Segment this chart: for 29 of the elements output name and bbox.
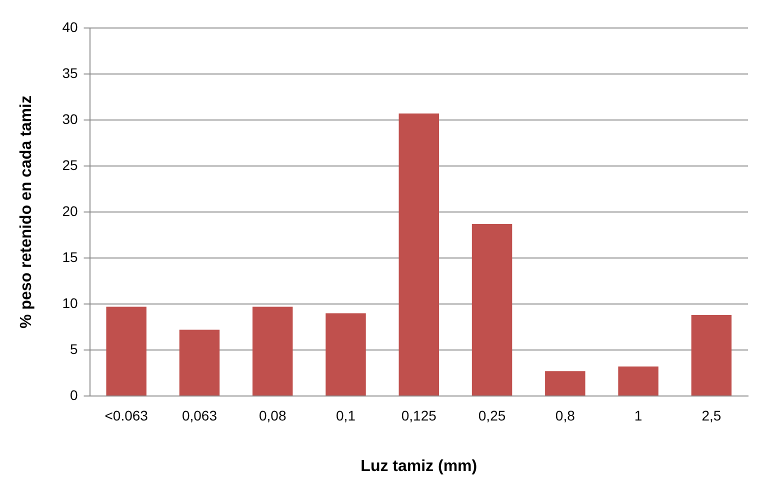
x-tick-label: <0.063 [104, 407, 148, 424]
bar [618, 366, 658, 396]
y-axis-title: % peso retenido en cada tamiz [18, 96, 36, 328]
x-tick-label: 0,25 [478, 407, 506, 424]
bar [179, 330, 220, 396]
x-tick-label: 0,125 [401, 407, 437, 424]
x-tick-label: 1 [634, 407, 642, 424]
x-axis-title: Luz tamiz (mm) [360, 458, 478, 475]
x-tick-label: 0,1 [336, 407, 356, 424]
y-tick-label: 25 [62, 156, 78, 173]
y-tick-label: 5 [70, 340, 78, 357]
bar [326, 313, 366, 396]
bar [545, 371, 586, 396]
y-tick-label: 10 [62, 294, 78, 311]
y-tick-label: 35 [62, 64, 78, 81]
y-tick-label: 0 [70, 386, 78, 403]
bar [691, 315, 732, 396]
x-tick-label: 2,5 [702, 407, 722, 424]
bar [398, 114, 439, 396]
x-tick-label: 0,8 [555, 407, 576, 424]
bar [106, 306, 146, 396]
bar [252, 306, 293, 396]
x-tick-label: 0,063 [182, 407, 218, 424]
y-tick-label: 30 [62, 110, 78, 127]
bar [472, 224, 512, 396]
y-tick-label: 20 [62, 202, 78, 219]
y-tick-label: 40 [62, 18, 78, 35]
y-tick-label: 15 [62, 248, 78, 265]
x-tick-label: 0,08 [258, 407, 286, 424]
